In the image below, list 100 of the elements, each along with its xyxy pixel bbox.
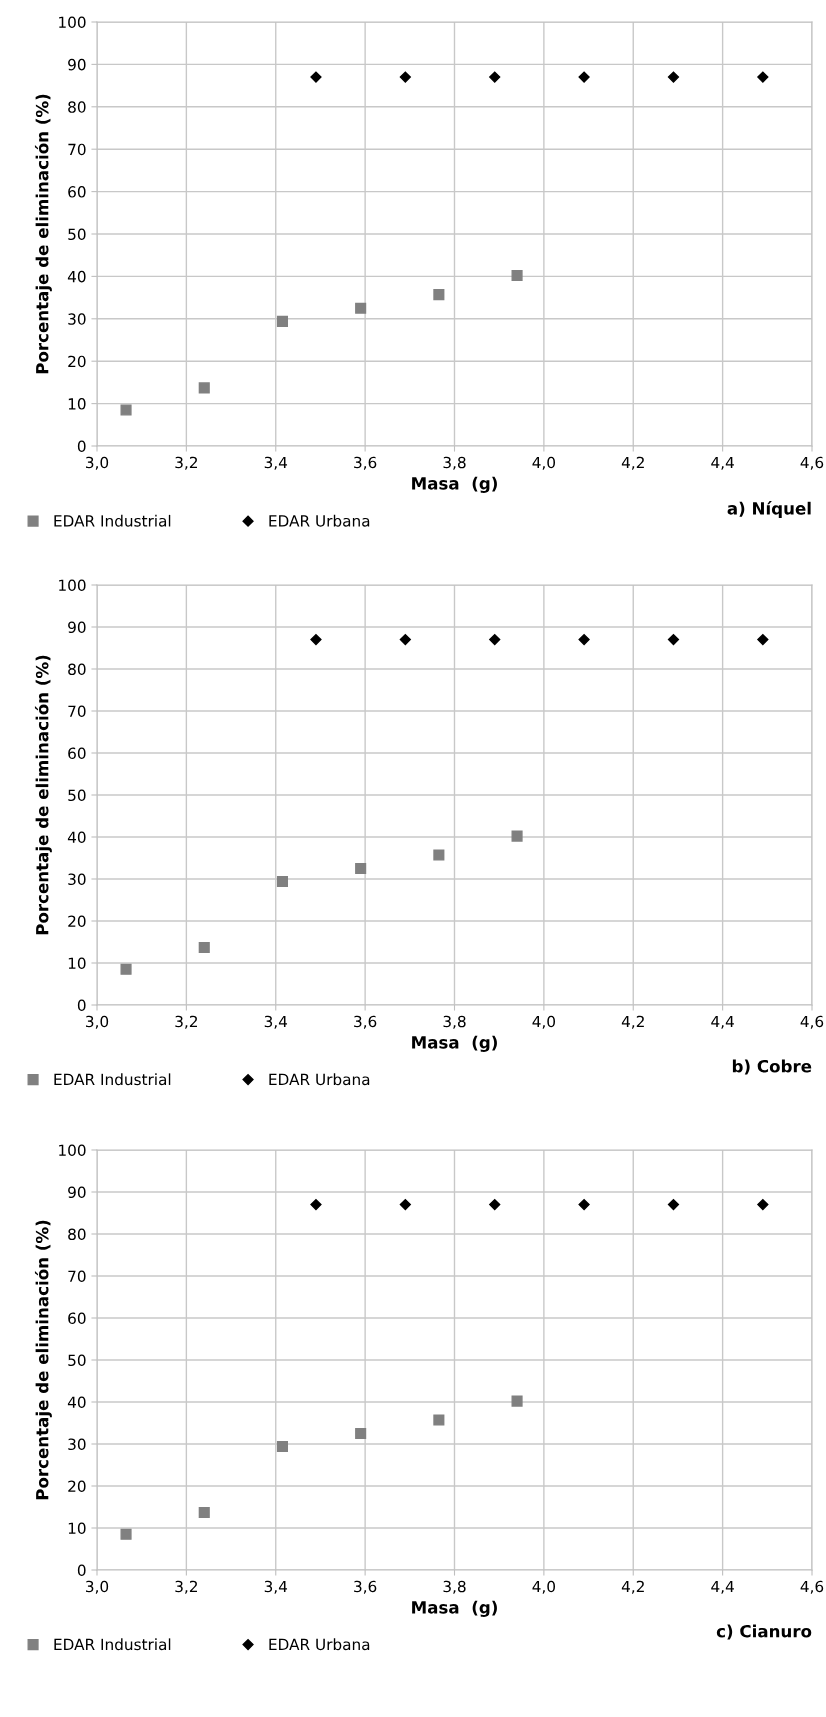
point (120, 1528, 132, 1540)
x-tick-label: 3,6 (354, 1580, 377, 1594)
x-tick-label: 4,6 (800, 1580, 824, 1594)
point (667, 1198, 680, 1211)
point (310, 633, 322, 646)
text: b) Cobre (732, 1059, 812, 1075)
y-tick-label: 90 (68, 1186, 86, 1199)
point (511, 269, 523, 282)
point (399, 71, 411, 83)
legend-label: EDAR Urbana (269, 1073, 370, 1086)
y-tick-label: 0 (77, 999, 86, 1012)
y-tick-label: 70 (68, 1270, 86, 1283)
x-tick-label: 3,0 (86, 1015, 109, 1029)
y-tick-label: 100 (59, 16, 86, 29)
y-tick-label: 50 (68, 228, 86, 241)
y-tick-label: 70 (68, 705, 86, 718)
y-tick-label: 50 (68, 1354, 86, 1367)
x-tick-label: 4,2 (621, 456, 644, 470)
x-tick-label: 3,8 (443, 1015, 466, 1029)
y-tick-label: 90 (68, 58, 86, 71)
y-tick-label: 10 (68, 957, 86, 970)
y-tick-label: 40 (67, 1396, 86, 1409)
point (667, 71, 680, 83)
x-tick-label: 4,4 (711, 1580, 734, 1594)
y-tick-label: 20 (68, 1480, 86, 1493)
x-tick-label: 3,4 (264, 1015, 288, 1029)
x-tick-label: 4,0 (532, 1580, 556, 1594)
x-tick-label: 3,8 (443, 456, 466, 470)
x-tick-label: 3,4 (264, 1580, 288, 1594)
x-tick-label: 3,2 (175, 1015, 197, 1029)
point (489, 633, 501, 646)
x-tick-label: 3,0 (86, 456, 109, 470)
y-tick-label: 70 (68, 143, 86, 156)
y-tick-label: 40 (67, 831, 86, 844)
x-tick-label: 4,6 (800, 456, 824, 470)
text: c) Cianuro (716, 1624, 812, 1640)
x-tick-label: 3,6 (354, 456, 377, 470)
x-tick-label: 4,4 (711, 1015, 734, 1029)
point (578, 1198, 590, 1211)
x-tick-label: 3,6 (354, 1015, 377, 1029)
point (757, 633, 769, 646)
point (399, 633, 411, 646)
x-tick-label: 3,2 (175, 1580, 197, 1594)
y-tick-label: 40 (67, 270, 86, 283)
y-tick-label: 30 (68, 313, 86, 325)
y-tick-label: 10 (68, 1522, 86, 1535)
point (433, 289, 445, 301)
x-tick-label: 4,2 (621, 1580, 644, 1594)
x-tick-label: 4,2 (621, 1015, 644, 1029)
x-axis-title: Masa (g) (412, 476, 497, 493)
point (399, 1198, 411, 1211)
x-tick-label: 3,8 (443, 1580, 466, 1594)
point (757, 1198, 769, 1211)
point (198, 941, 210, 954)
point (578, 633, 590, 646)
point (433, 1414, 445, 1426)
y-tick-label: 10 (68, 398, 86, 410)
x-tick-label: 4,0 (532, 456, 556, 470)
y-axis-title: Porcentaje de eliminación (%) (34, 1220, 52, 1500)
x-tick-label: 3,4 (264, 456, 288, 470)
y-tick-label: 80 (68, 663, 86, 676)
point (433, 849, 445, 861)
point (276, 875, 289, 888)
point (355, 1427, 367, 1440)
legend-label: EDAR Industrial (54, 1638, 171, 1651)
point (489, 71, 501, 83)
y-tick-label: 30 (68, 1438, 86, 1451)
y-tick-label: 100 (59, 579, 86, 592)
point (120, 963, 132, 975)
point (578, 71, 590, 83)
legend-label: EDAR Industrial (54, 1073, 171, 1086)
x-axis-title: Masa (g) (412, 1035, 497, 1052)
text: a) Níquel (727, 501, 811, 518)
point (310, 1198, 322, 1211)
legend-label: EDAR Urbana (269, 1638, 370, 1651)
point (489, 1198, 501, 1211)
point (511, 1395, 523, 1407)
point (276, 1440, 289, 1453)
point (276, 315, 289, 327)
y-tick-label: 0 (77, 440, 86, 453)
y-tick-label: 20 (68, 355, 86, 368)
y-tick-label: 0 (77, 1564, 86, 1577)
x-axis-title: Masa (g) (412, 1600, 497, 1617)
point (120, 404, 132, 416)
point (511, 830, 523, 842)
y-tick-label: 50 (68, 789, 86, 802)
point (667, 633, 680, 646)
y-axis-title: Porcentaje de eliminación (%) (34, 655, 52, 935)
y-tick-label: 60 (68, 186, 86, 198)
y-tick-label: 60 (68, 1312, 86, 1325)
y-tick-label: 90 (68, 621, 86, 634)
y-tick-label: 20 (68, 915, 86, 928)
x-tick-label: 4,4 (711, 456, 734, 470)
legend-label: EDAR Industrial (54, 514, 171, 527)
y-tick-label: 100 (59, 1144, 86, 1157)
x-tick-label: 3,2 (175, 456, 197, 470)
point (757, 71, 769, 83)
point (198, 1506, 210, 1519)
x-tick-label: 3,0 (86, 1580, 109, 1594)
point (310, 71, 322, 83)
